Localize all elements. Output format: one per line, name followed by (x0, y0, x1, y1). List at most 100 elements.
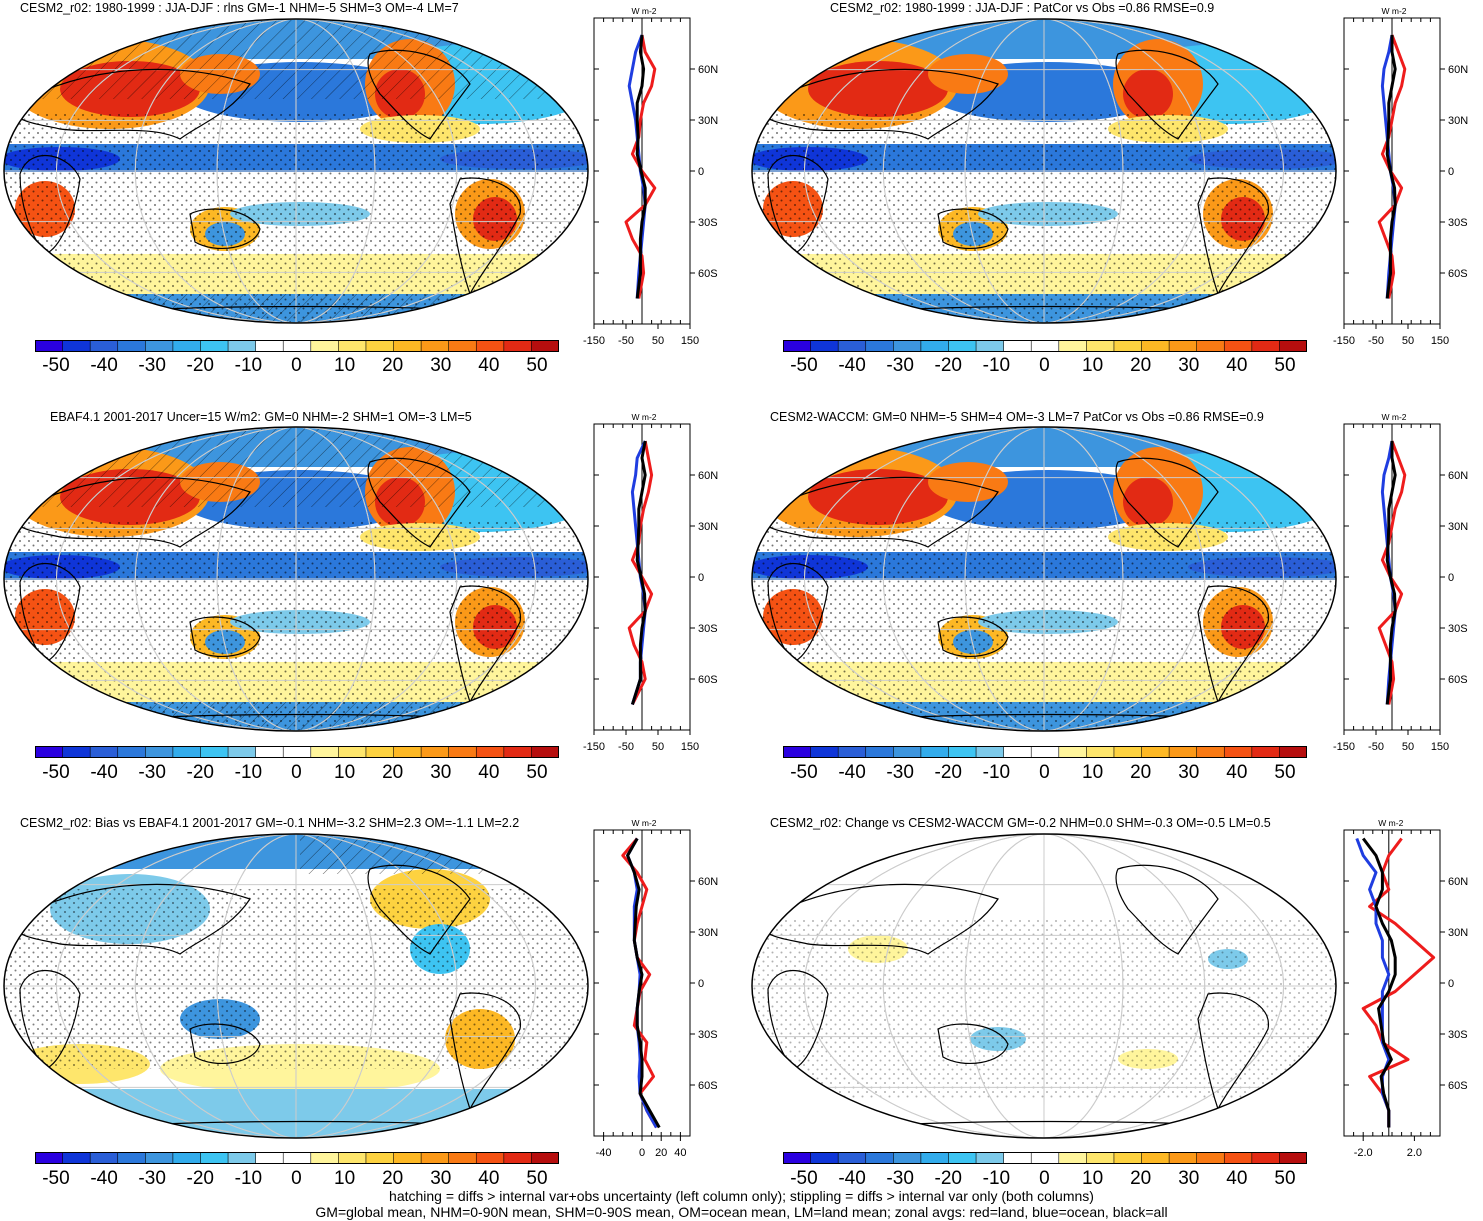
lat-tick-label: 60S (698, 1080, 718, 1092)
colorbar-tick-label: 40 (1226, 1168, 1248, 1189)
colorbar-tick-label: -30 (886, 1168, 914, 1189)
colorbar-swatch (172, 1152, 201, 1164)
colorbar-tick-label: -30 (138, 355, 166, 376)
colorbar-tick-label: -40 (838, 1168, 866, 1189)
colorbar-tick-label: -10 (982, 762, 1011, 783)
colorbar (35, 340, 559, 352)
colorbar-swatch (810, 340, 839, 352)
lat-tick-label: 30S (1448, 623, 1468, 635)
longitude-line (55, 19, 537, 323)
x-tick-label: 150 (1431, 335, 1449, 347)
africa-coast (19, 155, 81, 255)
global-map (751, 426, 1337, 732)
zonal-mean-plot: W m-2 60N 30N 0 30S 60S -2.0 2.0 (1343, 818, 1468, 1159)
x-tick-label: -40 (596, 1147, 612, 1159)
colorbar-swatch (1169, 746, 1198, 758)
colorbar-swatch (255, 746, 284, 758)
colorbar-swatch (393, 340, 422, 352)
zonal-series-all (635, 34, 647, 299)
colorbar-swatch (1058, 1152, 1087, 1164)
global-map (3, 833, 589, 1139)
colorbar-tick-label: -30 (886, 762, 914, 783)
colorbar-frame (35, 340, 559, 352)
colorbar-swatch (310, 340, 339, 352)
graticule (4, 834, 588, 1138)
coastlines (757, 864, 1289, 1130)
colorbar-swatch (503, 340, 532, 352)
footer-line-1: hatching = diffs > internal var+obs unce… (389, 1188, 1094, 1204)
lat-tick-label: 30N (698, 521, 718, 533)
longitude-line (216, 834, 376, 1138)
lat-tick-label: 60S (698, 674, 718, 686)
lat-tick-label: 0 (698, 166, 704, 178)
longitude-line (134, 427, 458, 731)
colorbar-tick-label: -10 (234, 762, 263, 783)
colorbar-swatch (255, 1152, 284, 1164)
lat-tick-label: 60N (698, 876, 718, 888)
colorbar-swatch (200, 340, 229, 352)
lat-tick-label: 60S (698, 268, 718, 280)
colorbar-swatch (448, 746, 477, 758)
zonal-series-all (1385, 441, 1397, 705)
zonal-mean-plot: W m-2 60N 30N 0 30S 60S -150 -50 50 150 (1333, 6, 1468, 347)
colorbar-tick-label: 20 (382, 355, 404, 376)
colorbar-swatch (1169, 1152, 1198, 1164)
colorbar-swatch (255, 340, 284, 352)
colorbar-swatch (421, 340, 450, 352)
zonal-unit-label: W m-2 (631, 818, 656, 828)
colorbar-labels: -50 -40 -30 -20 -10 0 10 20 30 40 50 (35, 355, 559, 377)
zonal-series-all (1362, 837, 1397, 1128)
north-america-coast (367, 864, 471, 955)
colorbar-swatch (893, 746, 922, 758)
global-map (3, 426, 589, 732)
x-tick-label: -2.0 (1354, 1147, 1373, 1159)
colorbar-tick-label: -50 (790, 762, 818, 783)
colorbar-swatch (117, 746, 146, 758)
lat-tick-label: 60N (698, 64, 718, 76)
colorbar-swatch (1031, 1152, 1060, 1164)
colorbar-swatch (1224, 1152, 1253, 1164)
colorbar-swatch (338, 340, 367, 352)
colorbar-swatch (310, 1152, 339, 1164)
colorbar-swatch (838, 340, 867, 352)
colorbar-swatch (1003, 1152, 1032, 1164)
colorbar-labels: -50 -40 -30 -20 -10 0 10 20 30 40 50 (783, 355, 1307, 377)
colorbar-swatch (448, 340, 477, 352)
colorbar-tick-label: -50 (42, 762, 70, 783)
x-tick-label: 150 (681, 335, 699, 347)
lat-tick-label: 0 (1448, 572, 1454, 584)
colorbar-tick-label: -10 (982, 1168, 1011, 1189)
colorbar-swatch (145, 746, 174, 758)
colorbar-swatch (948, 1152, 977, 1164)
colorbar-tick-label: 0 (1039, 355, 1050, 376)
colorbar-swatch (1141, 1152, 1170, 1164)
colorbar-swatch (1279, 746, 1307, 758)
lat-tick-label: 0 (1448, 166, 1454, 178)
colorbar-tick-label: -40 (90, 1168, 118, 1189)
colorbar-swatch (448, 1152, 477, 1164)
colorbar-tick-label: -50 (790, 1168, 818, 1189)
colorbar-swatch (503, 1152, 532, 1164)
colorbar-swatch (421, 746, 450, 758)
colorbar-swatch (838, 746, 867, 758)
colorbar-tick-label: -20 (934, 1168, 962, 1189)
colorbar-frame (783, 340, 1307, 352)
colorbar-swatch (1196, 746, 1225, 758)
colorbar-swatch (35, 746, 64, 758)
lat-tick-label: 0 (1448, 978, 1454, 990)
map-outline (751, 18, 1337, 324)
australia-coast (937, 616, 1009, 657)
zonal-unit-label: W m-2 (1381, 6, 1406, 16)
colorbar-tick-label: 0 (291, 1168, 302, 1189)
colorbar-swatch (228, 746, 257, 758)
lat-tick-label: 30S (1448, 1029, 1468, 1041)
zonal-series-all (630, 440, 647, 705)
colorbar (783, 1152, 1307, 1164)
x-tick-label: 50 (652, 741, 664, 753)
colorbar-tick-label: 50 (1274, 1168, 1296, 1189)
colorbar-tick-label: 20 (1130, 355, 1152, 376)
colorbar-swatch (948, 746, 977, 758)
colorbar-swatch (1031, 746, 1060, 758)
colorbar-tick-label: 40 (1226, 762, 1248, 783)
colorbar-swatch (531, 746, 559, 758)
